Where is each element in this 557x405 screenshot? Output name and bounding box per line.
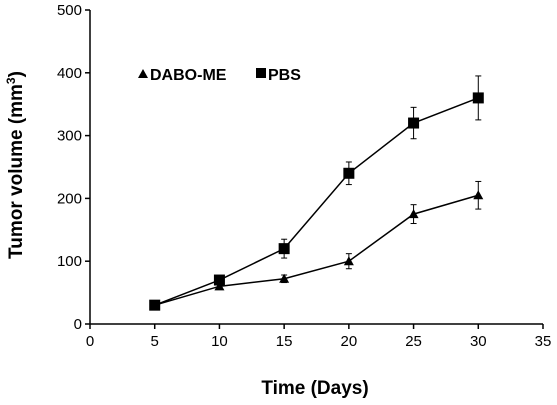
y-tick-label: 400 — [57, 65, 82, 82]
x-tick-label: 5 — [151, 333, 159, 350]
x-tick-label: 20 — [341, 333, 358, 350]
y-axis-title-superscript: 3 — [4, 77, 18, 84]
legend-label-pbs: PBS — [268, 67, 301, 84]
x-tick-label: 30 — [470, 333, 487, 350]
y-tick-label: 300 — [57, 128, 82, 145]
point-pbs — [343, 167, 355, 179]
point-pbs — [213, 274, 225, 286]
x-tick-label: 35 — [535, 333, 552, 350]
x-tick-label: 15 — [276, 333, 293, 350]
x-tick-label: 10 — [211, 333, 228, 350]
point-pbs — [408, 117, 420, 129]
point-dabo-me — [473, 190, 484, 200]
y-axis-title-close: ) — [6, 71, 27, 77]
legend: DABO-ME PBS — [138, 67, 301, 84]
x-axis-title: Time (Days) — [261, 378, 368, 399]
y-tick-label: 0 — [74, 316, 82, 333]
point-dabo-me — [343, 256, 354, 266]
point-dabo-me — [408, 209, 419, 219]
point-pbs — [278, 243, 290, 255]
y-axis-title: Tumor volume (mm3) — [4, 71, 27, 259]
series-line-pbs — [154, 97, 479, 306]
plot-area: 0 100 200 300 400 500 0 5 10 15 20 25 30 35 — [57, 2, 551, 350]
point-pbs — [149, 299, 161, 311]
point-dabo-me — [279, 273, 290, 283]
x-tick-label: 0 — [86, 333, 94, 350]
y-tick-label: 100 — [57, 253, 82, 270]
point-pbs — [472, 92, 484, 104]
legend-square-icon — [256, 68, 266, 78]
y-tick-label: 500 — [57, 2, 82, 19]
legend-label-dabo-me: DABO-ME — [150, 67, 227, 84]
point-dabo-me — [214, 281, 225, 291]
x-tick-label: 25 — [405, 333, 422, 350]
legend-triangle-icon — [138, 69, 148, 78]
y-axis-title-main: Tumor volume (mm — [6, 84, 27, 259]
y-tick-label: 200 — [57, 190, 82, 207]
series-line-dabo-me — [154, 194, 479, 306]
